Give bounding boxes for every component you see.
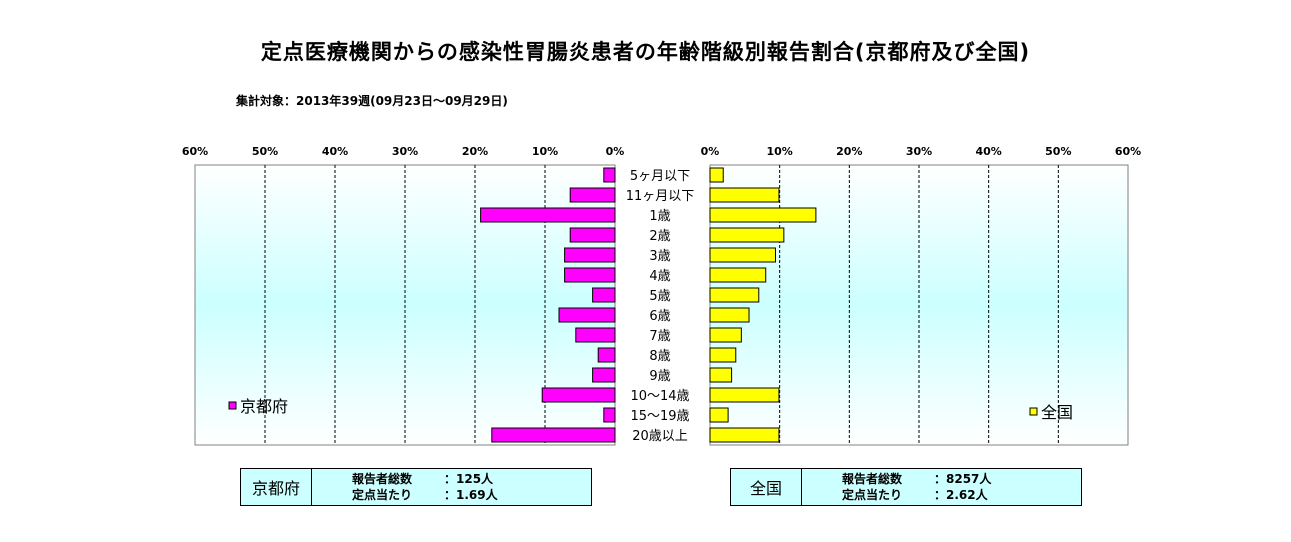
- kyoto-bar: [597, 347, 616, 363]
- category-label: 8歳: [649, 349, 670, 364]
- kyoto-panel: 0% 10% 20% 30% 40% 50% 60%: [182, 145, 625, 446]
- kyoto-tick-label: 50%: [252, 145, 278, 158]
- category-label: 6歳: [649, 309, 670, 324]
- kyoto-per-point-value: ：1.69人: [444, 488, 498, 502]
- kyoto-per-point-label: 定点当たり: [352, 488, 413, 502]
- kyoto-bar: [564, 247, 616, 263]
- national-bar: [709, 167, 724, 183]
- kyoto-bar: [603, 407, 616, 423]
- kyoto-bar: [592, 287, 616, 303]
- kyoto-bar: [558, 307, 616, 323]
- national-reporters-label: 報告者総数: [842, 472, 903, 486]
- category-label: 3歳: [649, 249, 670, 264]
- national-legend-swatch: [1029, 407, 1038, 416]
- category-label: 9歳: [649, 369, 670, 384]
- category-label: 5ヶ月以下: [630, 169, 690, 184]
- kyoto-bar: [592, 367, 616, 383]
- national-per-point-value: ：2.62人: [934, 488, 988, 502]
- category-label: 4歳: [649, 269, 670, 284]
- category-label: 2歳: [649, 229, 670, 244]
- national-bar: [709, 427, 780, 443]
- kyoto-bar: [480, 207, 616, 223]
- kyoto-tick-label: 20%: [462, 145, 488, 158]
- category-labels: 5ヶ月以下 11ヶ月以下 1歳 2歳 3歳 4歳 5歳 6歳 7歳 8歳 9歳 10～14歳 15～19…: [626, 169, 695, 444]
- kyoto-bar: [575, 327, 616, 343]
- chart-subtitle: 集計対象：2013年39週(09月23日～09月29日): [236, 94, 508, 108]
- kyoto-legend-label: 京都府: [240, 397, 288, 416]
- category-label: 10～14歳: [630, 389, 689, 404]
- national-bar: [709, 347, 737, 363]
- kyoto-bar: [491, 427, 616, 443]
- kyoto-bar: [603, 167, 616, 183]
- kyoto-tick-label: 0%: [606, 145, 625, 158]
- national-bar: [709, 367, 733, 383]
- kyoto-info-stats: 報告者総数 ：125人 定点当たり ：1.69人: [312, 469, 591, 505]
- kyoto-reporters-label: 報告者総数: [352, 472, 413, 486]
- national-bar: [709, 287, 760, 303]
- category-label: 20歳以上: [632, 429, 688, 444]
- national-info-box: 全国 報告者総数 ：8257人 定点当たり ：2.62人: [730, 468, 1082, 506]
- category-label: 11ヶ月以下: [626, 189, 695, 204]
- national-tick-label: 20%: [836, 145, 862, 158]
- kyoto-legend-swatch: [228, 401, 237, 410]
- national-tick-label: 0%: [701, 145, 720, 158]
- national-tick-label: 10%: [766, 145, 792, 158]
- national-info-name: 全国: [731, 469, 802, 505]
- national-bar: [709, 227, 785, 243]
- national-reporters-value: ：8257人: [934, 472, 992, 486]
- national-bar: [709, 267, 767, 283]
- kyoto-info-box: 京都府 報告者総数 ：125人 定点当たり ：1.69人: [240, 468, 592, 506]
- chart-title: 定点医療機関からの感染性胃腸炎患者の年齢階級別報告割合(京都府及び全国): [260, 40, 1031, 64]
- butterfly-chart: 0% 10% 20% 30% 40% 50% 60% 0% 10% 20% 30% 40% 50% 60…: [182, 145, 1141, 446]
- national-bar: [709, 247, 776, 263]
- kyoto-bar: [569, 227, 616, 243]
- national-bar: [709, 187, 780, 203]
- kyoto-tick-label: 30%: [392, 145, 418, 158]
- kyoto-bar: [564, 267, 616, 283]
- kyoto-tick-label: 40%: [322, 145, 348, 158]
- kyoto-tick-label: 10%: [532, 145, 558, 158]
- category-label: 7歳: [649, 329, 670, 344]
- kyoto-bar: [569, 187, 616, 203]
- kyoto-info-name: 京都府: [241, 469, 312, 505]
- category-label: 5歳: [649, 289, 670, 304]
- national-info-stats: 報告者総数 ：8257人 定点当たり ：2.62人: [802, 469, 1081, 505]
- national-bar: [709, 407, 729, 423]
- national-tick-label: 60%: [1115, 145, 1141, 158]
- national-panel: 0% 10% 20% 30% 40% 50% 60%: [701, 145, 1141, 446]
- kyoto-tick-label: 60%: [182, 145, 208, 158]
- national-bar: [709, 327, 742, 343]
- national-tick-label: 50%: [1045, 145, 1071, 158]
- category-label: 1歳: [649, 209, 670, 224]
- national-bar: [709, 387, 780, 403]
- legends: 京都府 全国: [228, 397, 1073, 422]
- national-bar: [709, 207, 817, 223]
- national-tick-label: 30%: [906, 145, 932, 158]
- national-tick-label: 40%: [975, 145, 1001, 158]
- national-legend-label: 全国: [1041, 403, 1073, 422]
- national-bar: [709, 307, 750, 323]
- category-label: 15～19歳: [630, 409, 689, 424]
- kyoto-reporters-value: ：125人: [444, 472, 494, 486]
- kyoto-bar: [541, 387, 616, 403]
- national-per-point-label: 定点当たり: [842, 488, 903, 502]
